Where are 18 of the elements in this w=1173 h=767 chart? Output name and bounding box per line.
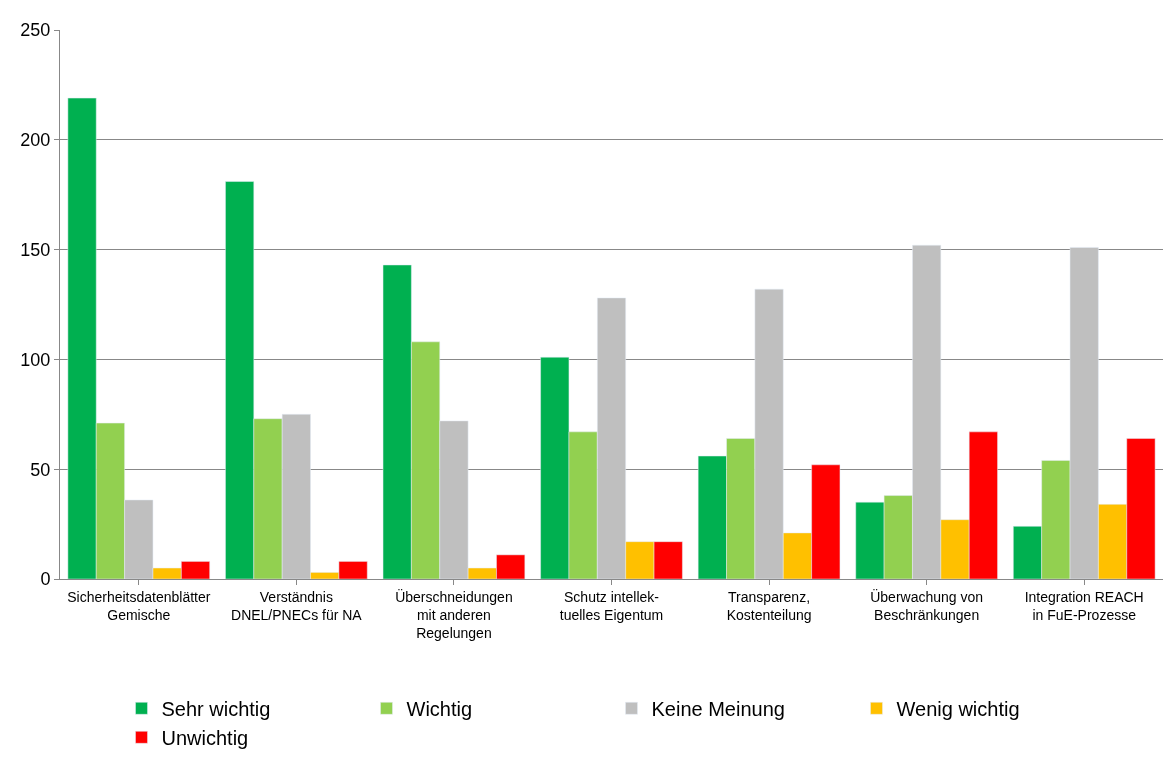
legend-label: Sehr wichtig <box>161 698 271 721</box>
y-tick-label: 150 <box>20 239 51 260</box>
y-tick-label: 0 <box>40 569 51 590</box>
legend-label: Wenig wichtig <box>896 698 1020 721</box>
x-tick-label: Integration REACH in FuE-Prozesse <box>1024 588 1144 623</box>
y-tick-label: 200 <box>20 130 51 151</box>
legend-label: Wichtig <box>406 698 473 721</box>
legend-label: Keine Meinung <box>651 698 785 721</box>
x-tick-label: Sicherheitsdatenblätter Gemische <box>67 588 211 623</box>
x-tick-label: Verständnis DNEL/PNECs für NA <box>231 588 363 623</box>
y-tick-label: 50 <box>30 459 51 480</box>
legend-label: Unwichtig <box>161 727 249 750</box>
x-tick-label: Schutz intellek- tuelles Eigentum <box>559 588 664 623</box>
x-tick-label: Transparenz, Kostenteilung <box>726 588 812 623</box>
x-tick-label: Überschneidungen mit anderen Regelungen <box>395 587 513 642</box>
y-tick-label: 100 <box>20 349 51 370</box>
x-tick-label: Überwachung von Beschränkungen <box>870 587 984 623</box>
y-tick-label: 250 <box>20 20 51 41</box>
